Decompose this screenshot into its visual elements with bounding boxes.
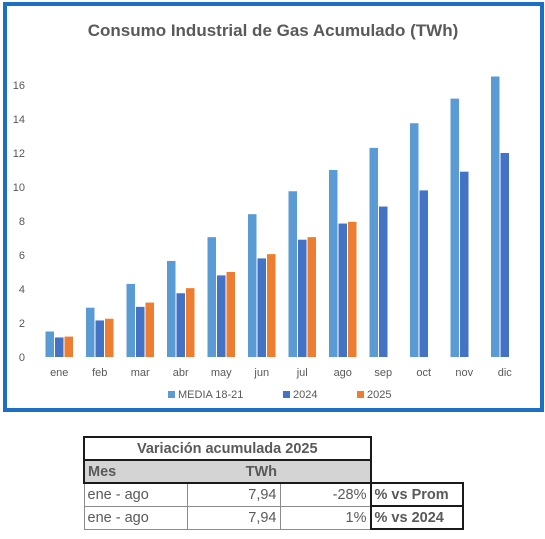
x-tick-label: jun <box>253 367 269 379</box>
y-axis: 0 2 4 6 8 10 12 14 16 <box>13 80 25 364</box>
bar-media-18-21-jun <box>248 214 257 357</box>
chart-title: Consumo Industrial de Gas Acumulado (TWh… <box>88 21 459 40</box>
row-period: ene - ago <box>83 505 188 530</box>
y-tick-label: 8 <box>19 216 25 228</box>
bar-media-18-21-feb <box>86 307 95 357</box>
legend-label: 2025 <box>367 389 391 401</box>
bar-media-18-21-may <box>207 237 216 357</box>
table-row: ene - ago 7,94 1% % vs 2024 <box>83 505 464 530</box>
table-title: Variación acumulada 2025 <box>83 436 372 461</box>
bar-2025-mar <box>145 302 154 357</box>
bar-2025-jun <box>267 254 276 357</box>
bar-2024-jun <box>257 258 266 357</box>
bar-media-18-21-oct <box>410 123 419 357</box>
bar-media-18-21-ago <box>329 170 338 357</box>
bar-media-18-21-dic <box>491 76 500 357</box>
legend-label: MEDIA 18-21 <box>178 389 243 401</box>
bar-2025-feb <box>105 318 114 357</box>
x-tick-label: sep <box>374 367 392 379</box>
gas-consumption-chart: Consumo Industrial de Gas Acumulado (TWh… <box>13 21 513 401</box>
y-tick-label: 6 <box>19 250 25 262</box>
legend-label: 2024 <box>293 389 317 401</box>
row-value: 7,94 <box>186 505 281 530</box>
legend-swatch <box>283 391 290 398</box>
bar-2024-ago <box>338 223 347 357</box>
bars <box>45 76 509 357</box>
x-tick-label: may <box>211 367 232 379</box>
variation-table: Variación acumulada 2025 Mes TWh ene - a… <box>83 436 464 530</box>
bar-media-18-21-mar <box>126 283 135 357</box>
y-tick-label: 2 <box>19 318 25 330</box>
header-twh: TWh <box>187 459 280 484</box>
y-tick-label: 0 <box>19 352 25 364</box>
legend-swatch <box>168 391 175 398</box>
bar-2025-abr <box>186 288 195 357</box>
y-tick-label: 12 <box>13 148 25 160</box>
bar-2025-jul <box>307 237 316 357</box>
y-tick-label: 14 <box>13 114 25 126</box>
bar-2024-dic <box>500 153 509 357</box>
x-tick-label: dic <box>498 367 513 379</box>
variation-table-wrap: Variación acumulada 2025 Mes TWh ene - a… <box>83 436 464 530</box>
bar-2024-feb <box>95 320 104 357</box>
header-empty <box>280 459 372 484</box>
row-variation: 1% <box>279 505 371 530</box>
legend: MEDIA 18-21 2024 2025 <box>168 389 391 401</box>
x-tick-label: ene <box>50 367 68 379</box>
bar-2024-abr <box>176 293 185 357</box>
x-tick-label: abr <box>173 367 189 379</box>
x-tick-label: oct <box>416 367 431 379</box>
bar-2025-ene <box>64 336 73 357</box>
y-tick-label: 16 <box>13 80 25 92</box>
x-tick-label: mar <box>131 367 150 379</box>
bar-2024-ene <box>55 337 64 357</box>
bar-2024-nov <box>460 171 469 357</box>
row-label: % vs Prom <box>369 482 464 507</box>
row-value: 7,94 <box>186 482 281 507</box>
header-mes: Mes <box>83 459 187 484</box>
x-tick-label: nov <box>455 367 473 379</box>
bar-2024-sep <box>379 206 388 357</box>
bar-media-18-21-jul <box>288 191 297 357</box>
table-row: ene - ago 7,94 -28% % vs Prom <box>83 482 464 507</box>
bar-media-18-21-sep <box>369 147 378 357</box>
row-label: % vs 2024 <box>369 505 464 530</box>
x-tick-label: ago <box>334 367 352 379</box>
bar-2024-mar <box>136 306 145 357</box>
bar-2025-may <box>226 272 235 357</box>
bar-media-18-21-abr <box>167 260 176 357</box>
bar-media-18-21-ene <box>45 331 54 357</box>
bar-2024-jul <box>298 239 307 357</box>
bar-2025-ago <box>348 221 357 357</box>
x-tick-label: jul <box>296 367 308 379</box>
row-period: ene - ago <box>83 482 188 507</box>
legend-swatch <box>357 391 364 398</box>
row-variation: -28% <box>279 482 371 507</box>
x-axis: ene feb mar abr may jun jul ago sep oct nov dic <box>50 367 512 379</box>
chart-frame: Consumo Industrial de Gas Acumulado (TWh… <box>3 2 544 412</box>
bar-2024-may <box>217 275 226 357</box>
y-tick-label: 10 <box>13 182 25 194</box>
bar-2024-oct <box>419 190 428 357</box>
y-tick-label: 4 <box>19 284 25 296</box>
bar-media-18-21-nov <box>450 98 459 357</box>
x-tick-label: feb <box>92 367 107 379</box>
